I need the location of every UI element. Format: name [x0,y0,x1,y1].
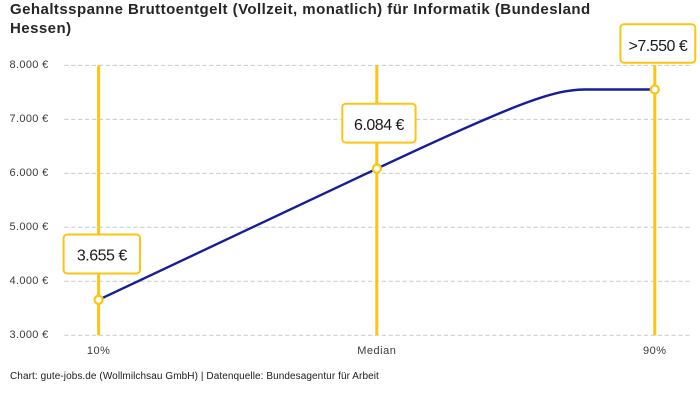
svg-text:6.000 €: 6.000 € [10,167,49,179]
svg-text:5.000 €: 5.000 € [10,221,49,233]
svg-text:10%: 10% [87,345,111,357]
svg-text:4.000 €: 4.000 € [10,275,49,287]
svg-text:6.084 €: 6.084 € [354,117,404,134]
svg-text:Median: Median [357,345,396,357]
svg-text:3.655 €: 3.655 € [77,248,127,265]
svg-text:8.000 €: 8.000 € [10,59,49,71]
svg-text:7.000 €: 7.000 € [10,113,49,125]
svg-text:3.000 €: 3.000 € [10,329,49,341]
svg-text:>7.550 €: >7.550 € [629,38,688,55]
svg-text:90%: 90% [643,345,667,357]
